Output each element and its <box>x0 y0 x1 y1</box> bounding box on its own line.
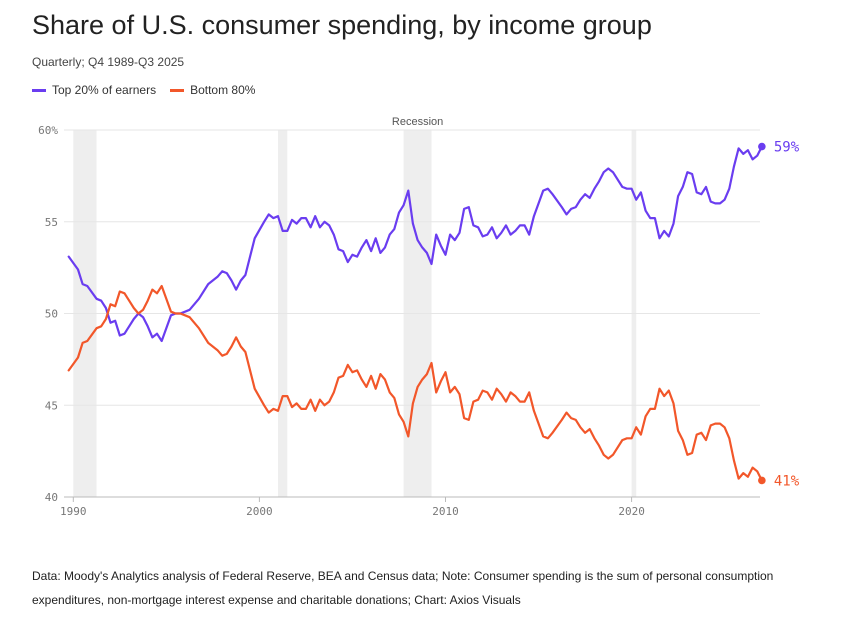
series-end-dot-bottom <box>758 476 766 485</box>
legend-swatch-bottom <box>170 88 185 92</box>
x-tick-label: 2020 <box>618 505 645 518</box>
footer-source: Data: Moody's Analytics analysis of Fede… <box>32 569 774 607</box>
x-tick-label: 1990 <box>60 505 87 518</box>
series-end-dot-top <box>758 142 766 151</box>
x-tick-label: 2010 <box>432 505 459 518</box>
end-label-bottom: 41% <box>774 473 800 489</box>
y-tick-label: 60% <box>38 124 58 137</box>
legend-item-top: Top 20% of earners <box>32 83 156 97</box>
series-line-top <box>67 145 763 343</box>
series-line-bottom <box>67 284 763 482</box>
legend-swatch-top <box>32 88 46 92</box>
y-tick-label: 40 <box>45 491 58 504</box>
x-tick-label: 2000 <box>246 505 273 518</box>
legend: Top 20% of earners Bottom 80% <box>32 83 255 97</box>
legend-label-top: Top 20% of earners <box>52 83 157 97</box>
chart-title: Share of U.S. consumer spending, by inco… <box>32 10 652 40</box>
legend-label-bottom: Bottom 80% <box>190 83 256 97</box>
end-label-top: 59% <box>774 140 800 156</box>
chart-subtitle: Quarterly; Q4 1989-Q3 2025 <box>32 55 185 69</box>
recession-label: Recession <box>392 116 443 128</box>
legend-item-bottom: Bottom 80% <box>170 83 255 97</box>
y-tick-label: 55 <box>45 216 58 229</box>
y-tick-label: 45 <box>45 399 58 412</box>
y-tick-label: 50 <box>45 308 58 321</box>
